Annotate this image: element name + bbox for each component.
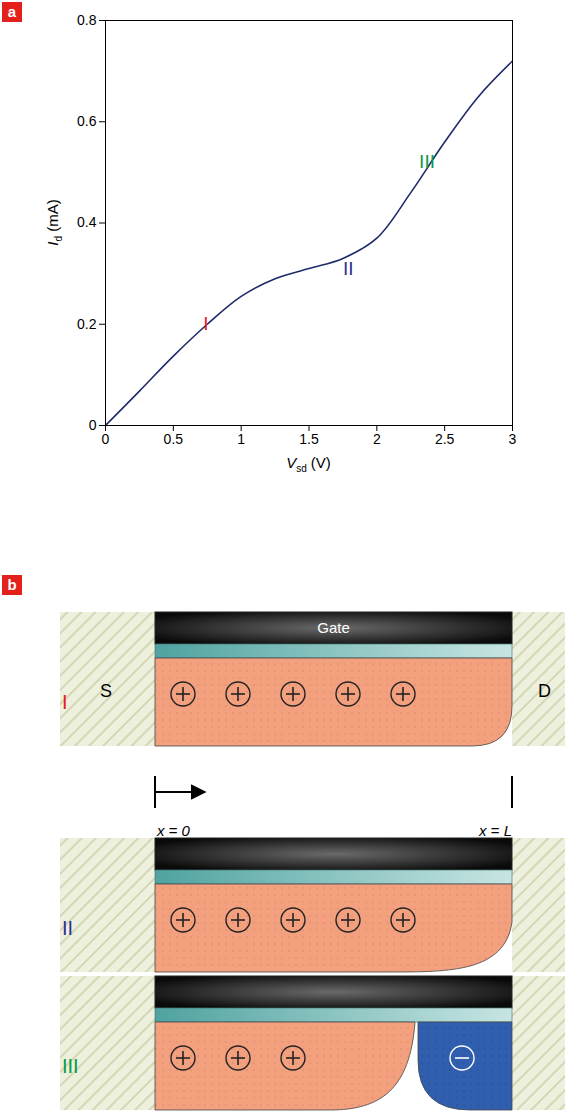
svg-text:Vsd (V): Vsd (V) <box>286 454 331 474</box>
svg-text:0.4: 0.4 <box>77 214 97 230</box>
svg-text:x = L: x = L <box>478 822 512 839</box>
svg-text:0.8: 0.8 <box>77 12 97 28</box>
svg-text:2.5: 2.5 <box>435 431 455 447</box>
svg-text:II: II <box>62 917 73 939</box>
svg-text:0: 0 <box>89 417 97 433</box>
svg-text:III: III <box>62 1055 79 1077</box>
svg-text:Id (mA): Id (mA) <box>44 199 64 245</box>
svg-text:I: I <box>203 313 208 334</box>
svg-text:Gate: Gate <box>317 619 350 636</box>
svg-text:1: 1 <box>237 431 245 447</box>
svg-text:0.2: 0.2 <box>77 316 97 332</box>
svg-text:3: 3 <box>509 431 517 447</box>
svg-text:II: II <box>343 258 354 279</box>
svg-text:III: III <box>419 151 435 172</box>
html-text:a: a <box>7 3 17 20</box>
svg-text:I: I <box>62 691 68 713</box>
svg-text:1.5: 1.5 <box>299 431 319 447</box>
svg-text:0.5: 0.5 <box>164 431 184 447</box>
svg-text:D: D <box>538 681 551 701</box>
svg-text:2: 2 <box>373 431 381 447</box>
svg-text:0.6: 0.6 <box>77 113 97 129</box>
svg-text:S: S <box>100 681 112 701</box>
svg-text:x = 0: x = 0 <box>156 822 191 839</box>
svg-text:0: 0 <box>102 431 110 447</box>
html-text:b: b <box>7 576 17 593</box>
